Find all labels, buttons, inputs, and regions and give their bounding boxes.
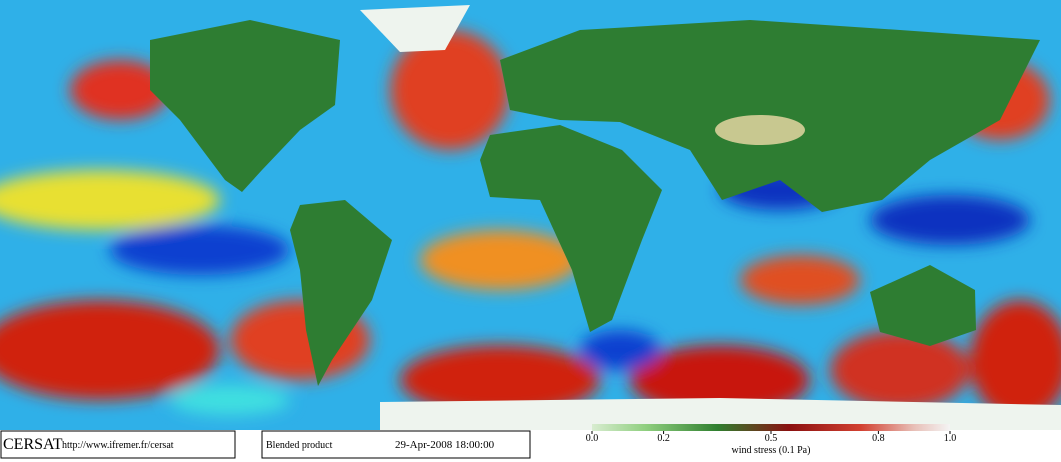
colorbar-tick-label: 0.5 [765, 433, 778, 444]
colorbar-tick-label: 1.0 [944, 433, 957, 444]
map [0, 0, 1061, 430]
info-box [261, 430, 531, 459]
date: 29-Apr-2008 18:00:00 [395, 439, 495, 451]
product: Blended product [266, 440, 333, 451]
wind-field [0, 30, 1061, 420]
logo-box [0, 430, 236, 459]
colorbar-label: wind stress (0.1 Pa) [732, 445, 811, 456]
colorbar-tick-label: 0.0 [586, 433, 599, 444]
colorbar-tick-label: 0.8 [872, 433, 885, 444]
logo: CERSAT [3, 436, 63, 453]
url: http://www.ifremer.fr/cersat [62, 440, 174, 451]
land [150, 5, 1061, 430]
colorbar-tick-label: 0.2 [657, 433, 670, 444]
colorbar [592, 424, 950, 431]
